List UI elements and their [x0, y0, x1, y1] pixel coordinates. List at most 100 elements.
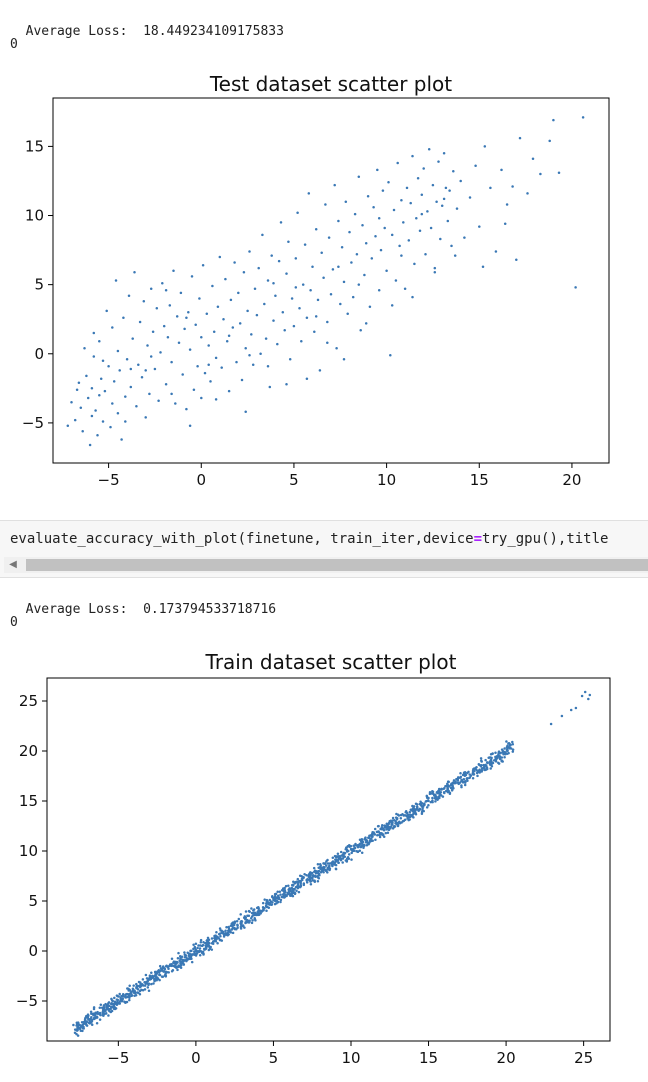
- scatter-point: [125, 992, 128, 996]
- scatter-point: [76, 1034, 80, 1037]
- scatter-point: [279, 221, 283, 224]
- horizontal-scrollbar[interactable]: ◀: [4, 557, 648, 573]
- scatter-point: [291, 894, 295, 898]
- code-line[interactable]: evaluate_accuracy_with_plot(finetune, tr…: [10, 531, 608, 547]
- scatter-point: [254, 919, 257, 922]
- scatter-point: [294, 885, 298, 889]
- scatter-point: [427, 147, 431, 151]
- scatter-point: [508, 747, 512, 750]
- scatter-point: [104, 1011, 108, 1015]
- scatter-point: [124, 1001, 127, 1004]
- scatter-point: [84, 1017, 87, 1020]
- x-tick-label: 10: [377, 471, 396, 489]
- scatter-point: [101, 359, 105, 362]
- scatter-point: [319, 867, 322, 871]
- scatter-point: [96, 434, 99, 437]
- scatter-point: [330, 863, 334, 866]
- scatter-point: [238, 322, 242, 325]
- scatter-point: [434, 797, 438, 801]
- scatter-point: [220, 939, 224, 942]
- scatter-point: [170, 392, 173, 396]
- scatter-point: [215, 937, 218, 941]
- scatter-point: [357, 175, 361, 179]
- scatter-point: [344, 200, 348, 203]
- test-scatter-plot: −5 0 5 10 15 20 −5 0 5 10 15: [22, 97, 610, 489]
- loss-value: 0.173794533718716: [143, 602, 277, 617]
- scatter-point: [351, 848, 355, 851]
- scatter-point: [106, 1004, 110, 1008]
- scatter-point: [478, 763, 481, 767]
- scatter-point: [287, 884, 290, 888]
- scatter-point: [188, 952, 191, 955]
- scatter-point: [161, 282, 164, 285]
- scatter-point: [204, 947, 207, 951]
- scatter-point: [150, 982, 153, 986]
- scatter-point: [363, 273, 366, 277]
- scatter-point: [371, 839, 374, 842]
- scatter-point: [337, 861, 340, 864]
- scatter-point: [98, 1011, 102, 1015]
- scatter-point: [451, 785, 455, 789]
- scatter-point: [110, 1009, 114, 1013]
- scatter-point: [166, 335, 170, 339]
- scatter-point: [157, 399, 160, 403]
- scatter-point: [183, 327, 186, 331]
- scatter-point: [322, 870, 325, 874]
- scatter-point: [94, 1011, 97, 1014]
- scatter-point: [429, 800, 433, 804]
- scatter-point: [448, 785, 451, 788]
- scatter-point: [415, 803, 419, 806]
- scatter-point: [464, 781, 467, 784]
- scatter-point: [316, 863, 320, 866]
- scatter-point: [391, 816, 395, 820]
- triangle-left-icon[interactable]: ◀: [9, 559, 17, 570]
- scatter-point: [339, 850, 343, 854]
- code-cell[interactable]: evaluate_accuracy_with_plot(finetune, tr…: [0, 520, 648, 578]
- scatter-point: [185, 316, 188, 320]
- scatter-point: [491, 752, 494, 756]
- scatter-point: [281, 887, 285, 890]
- scatter-point: [214, 356, 218, 360]
- scatter-point: [364, 838, 367, 841]
- scatter-point: [465, 777, 469, 781]
- scatter-point: [402, 221, 405, 224]
- scatter-point: [229, 298, 233, 302]
- scatter-point: [139, 984, 143, 988]
- scatter-point: [253, 287, 257, 291]
- scatter-point: [259, 352, 262, 356]
- scatter-point: [183, 951, 186, 954]
- scatter-point: [145, 977, 149, 980]
- scatter-point: [132, 991, 136, 994]
- scatter-point: [196, 364, 199, 368]
- scatter-point: [104, 1002, 107, 1006]
- scatter-point: [248, 250, 251, 253]
- scatter-point: [440, 204, 444, 208]
- scatter-point: [360, 842, 364, 845]
- scatter-point: [203, 371, 207, 375]
- scatter-point: [326, 868, 330, 871]
- scatter-point: [500, 748, 504, 751]
- scatter-point: [210, 937, 214, 940]
- x-tick-label: 15: [419, 1049, 438, 1067]
- scatter-point: [172, 961, 175, 964]
- scatter-point: [227, 933, 230, 936]
- scatter-point: [424, 252, 427, 256]
- scatter-point: [115, 1003, 119, 1007]
- y-tick-label: 5: [34, 276, 44, 294]
- scatter-point: [357, 283, 361, 286]
- scatter-point: [89, 1010, 93, 1014]
- scatter-point: [102, 1006, 105, 1009]
- scatter-point: [206, 940, 210, 944]
- scatter-point: [109, 425, 112, 429]
- scatter-point: [446, 219, 450, 223]
- y-tick-label: 5: [28, 892, 38, 910]
- scatter-point: [94, 409, 97, 412]
- scrollbar-thumb[interactable]: [26, 559, 648, 571]
- scatter-point: [222, 317, 225, 321]
- scatter-point: [129, 367, 133, 371]
- scatter-point: [218, 927, 222, 930]
- scatter-point: [434, 795, 437, 799]
- scatter-point: [358, 838, 362, 841]
- scatter-point: [215, 931, 218, 934]
- scatter-point: [442, 197, 446, 201]
